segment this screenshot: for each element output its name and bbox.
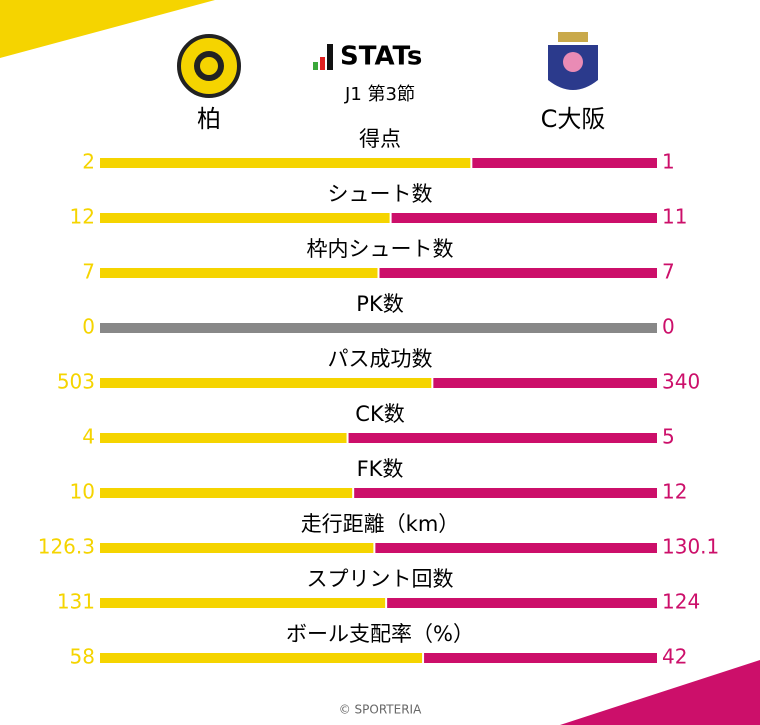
- away-value: 0: [662, 315, 675, 339]
- empty-bar: [100, 323, 657, 333]
- home-bar: [100, 488, 353, 498]
- home-value: 503: [57, 370, 95, 394]
- away-value: 11: [662, 205, 687, 229]
- away-value: 124: [662, 590, 700, 614]
- home-value: 58: [70, 645, 95, 669]
- stat-label: FK数: [357, 457, 404, 481]
- away-bar: [424, 653, 657, 663]
- credit: © SPORTERIA: [339, 703, 422, 717]
- away-bar: [472, 158, 657, 168]
- home-bar: [100, 598, 386, 608]
- corner-decor: [0, 0, 215, 58]
- stat-label: 枠内シュート数: [307, 237, 454, 261]
- home-bar: [100, 158, 471, 168]
- away-bar: [354, 488, 657, 498]
- away-value: 12: [662, 480, 687, 504]
- corner-decor: [560, 660, 760, 725]
- stat-label: 走行距離（km）: [301, 512, 460, 536]
- home-value: 7: [82, 260, 95, 284]
- home-bar: [100, 213, 390, 223]
- away-bar: [387, 598, 657, 608]
- away-team: C大阪: [541, 105, 606, 133]
- home-bar: [100, 653, 423, 663]
- match-round: J1 第3節: [344, 84, 415, 105]
- title: STATs: [340, 42, 422, 72]
- stat-label: CK数: [355, 402, 404, 426]
- home-value: 4: [82, 425, 95, 449]
- stats-icon: [313, 44, 333, 70]
- home-value: 126.3: [38, 535, 95, 559]
- away-value: 42: [662, 645, 687, 669]
- home-bar: [100, 543, 374, 553]
- stat-label: スプリント回数: [307, 567, 454, 591]
- stat-label: 得点: [359, 127, 401, 151]
- home-value: 10: [70, 480, 95, 504]
- home-value: 131: [57, 590, 95, 614]
- home-value: 2: [82, 150, 95, 174]
- away-value: 7: [662, 260, 675, 284]
- away-value: 340: [662, 370, 700, 394]
- away-value: 1: [662, 150, 675, 174]
- stat-label: シュート数: [328, 182, 433, 206]
- away-bar: [375, 543, 657, 553]
- home-value: 0: [82, 315, 95, 339]
- away-value: 5: [662, 425, 675, 449]
- stat-label: PK数: [356, 292, 403, 316]
- home-logo: [177, 34, 241, 98]
- home-bar: [100, 433, 347, 443]
- away-bar: [433, 378, 657, 388]
- home-value: 12: [70, 205, 95, 229]
- away-value: 130.1: [662, 535, 719, 559]
- stat-label: パス成功数: [328, 347, 433, 371]
- home-bar: [100, 378, 432, 388]
- stat-label: ボール支配率（%）: [286, 622, 474, 646]
- home-bar: [100, 268, 378, 278]
- away-bar: [391, 213, 657, 223]
- home-team: 柏: [197, 105, 221, 133]
- away-bar: [379, 268, 657, 278]
- away-bar: [348, 433, 657, 443]
- away-logo: [548, 32, 598, 90]
